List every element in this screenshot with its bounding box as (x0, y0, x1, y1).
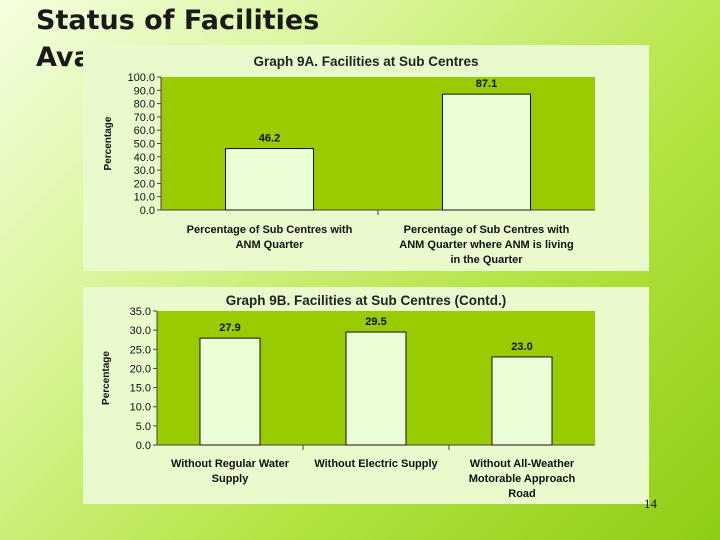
y-axis-label: Percentage (101, 351, 112, 405)
category-label: Percentage of Sub Centres with (404, 224, 570, 236)
chart-panel-graph-9a: Graph 9A. Facilities at Sub Centres 0.0 1… (83, 45, 649, 271)
slide-title-line-1: Status of Facilities (36, 5, 320, 36)
data-label: 46.2 (259, 133, 280, 145)
category-label: Percentage of Sub Centres with (187, 224, 353, 236)
y-tick-label: 100.0 (127, 72, 155, 84)
y-tick-label: 60.0 (134, 125, 155, 137)
y-tick-label: 35.0 (130, 306, 151, 318)
chart-panel-graph-9b: Graph 9B. Facilities at Sub Centres (Con… (83, 287, 649, 504)
bar (491, 356, 553, 446)
category-label: Motorable Approach (469, 473, 576, 485)
bar (442, 93, 531, 211)
y-axis-label: Percentage (103, 116, 114, 170)
y-tick-label: 0.0 (136, 440, 151, 452)
data-label: 87.1 (476, 78, 497, 90)
data-label: 29.5 (365, 316, 386, 328)
category-label: Supply (212, 473, 250, 485)
y-tick-label: 10.0 (130, 402, 151, 414)
y-tick-label: 50.0 (134, 139, 155, 151)
bar (199, 337, 261, 446)
y-tick-label: 30.0 (130, 325, 151, 337)
bar-chart-graph-9a: Graph 9A. Facilities at Sub Centres 0.01… (103, 54, 595, 266)
y-tick-label: 80.0 (134, 99, 155, 111)
category-label: Without Electric Supply (314, 458, 438, 470)
category-label: in the Quarter (450, 254, 523, 266)
y-tick-label: 70.0 (134, 112, 155, 124)
category-label: ANM Quarter (236, 239, 305, 251)
bar (225, 148, 314, 211)
y-tick-label: 40.0 (134, 152, 155, 164)
y-tick-label: 15.0 (130, 383, 151, 395)
chart-title: Graph 9B. Facilities at Sub Centres (Con… (226, 293, 507, 308)
category-label: Without All-Weather (470, 458, 575, 470)
data-label: 27.9 (219, 322, 240, 334)
category-label: Road (508, 488, 536, 500)
y-tick-label: 20.0 (134, 178, 155, 190)
y-tick-label: 30.0 (134, 165, 155, 177)
chart-title: Graph 9A. Facilities at Sub Centres (253, 54, 478, 69)
category-label: ANM Quarter where ANM is living (399, 239, 573, 251)
y-tick-label: 0.0 (140, 205, 155, 217)
y-tick-label: 10.0 (134, 192, 155, 204)
page-number: 14 (644, 496, 657, 511)
bar (345, 331, 407, 446)
y-tick-label: 90.0 (134, 85, 155, 97)
data-label: 23.0 (511, 341, 532, 353)
bar-chart-graph-9b: Graph 9B. Facilities at Sub Centres (Con… (101, 293, 595, 500)
category-label: Without Regular Water (171, 458, 290, 470)
y-tick-label: 5.0 (136, 421, 151, 433)
y-tick-label: 25.0 (130, 344, 151, 356)
y-tick-label: 20.0 (130, 363, 151, 375)
